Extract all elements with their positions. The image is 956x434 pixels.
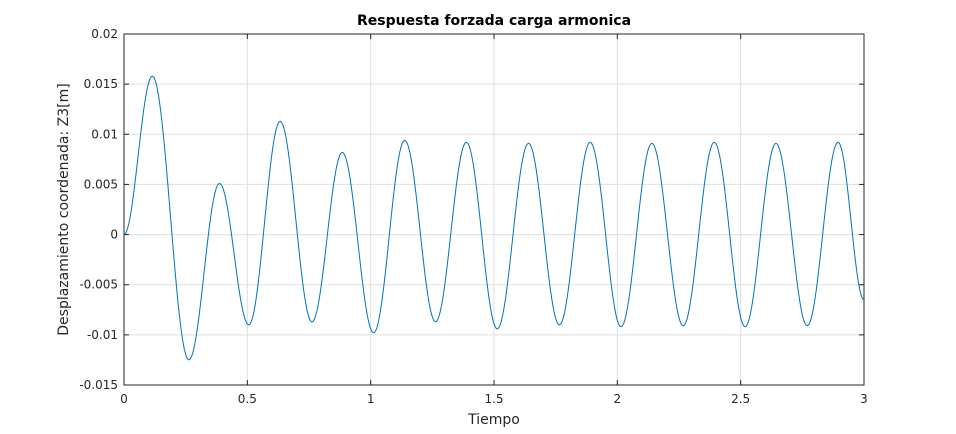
y-tick-label: 0.01 <box>91 127 118 141</box>
x-tick-label: 2.5 <box>731 392 750 406</box>
x-axis-label: Tiempo <box>467 412 520 428</box>
y-tick-label: 0.005 <box>84 177 118 191</box>
y-tick-label: 0.015 <box>84 77 118 91</box>
x-tick-label: 2 <box>614 392 622 406</box>
y-tick-label: -0.01 <box>87 328 118 342</box>
chart-title: Respuesta forzada carga armonica <box>357 13 631 29</box>
y-tick-label: 0 <box>110 228 118 242</box>
x-tick-label: 1 <box>367 392 375 406</box>
x-tick-label: 0.5 <box>238 392 257 406</box>
y-tick-label: -0.005 <box>79 278 118 292</box>
series-line <box>123 75 865 361</box>
grid-layer <box>124 34 864 385</box>
y-tick-label: 0.02 <box>91 27 118 41</box>
x-tick-label: 1.5 <box>484 392 503 406</box>
x-tick-label: 3 <box>860 392 868 406</box>
y-tick-label: -0.015 <box>79 378 118 392</box>
y-axis-label: Desplazamiento coordenada: Z3[m] <box>56 83 72 335</box>
x-tick-label: 0 <box>120 392 128 406</box>
tick-layer: 0 0.5 1 1.5 2 2.5 3 -0.015 -0.01 -0.005 0 0.005 0.01… <box>79 27 868 406</box>
